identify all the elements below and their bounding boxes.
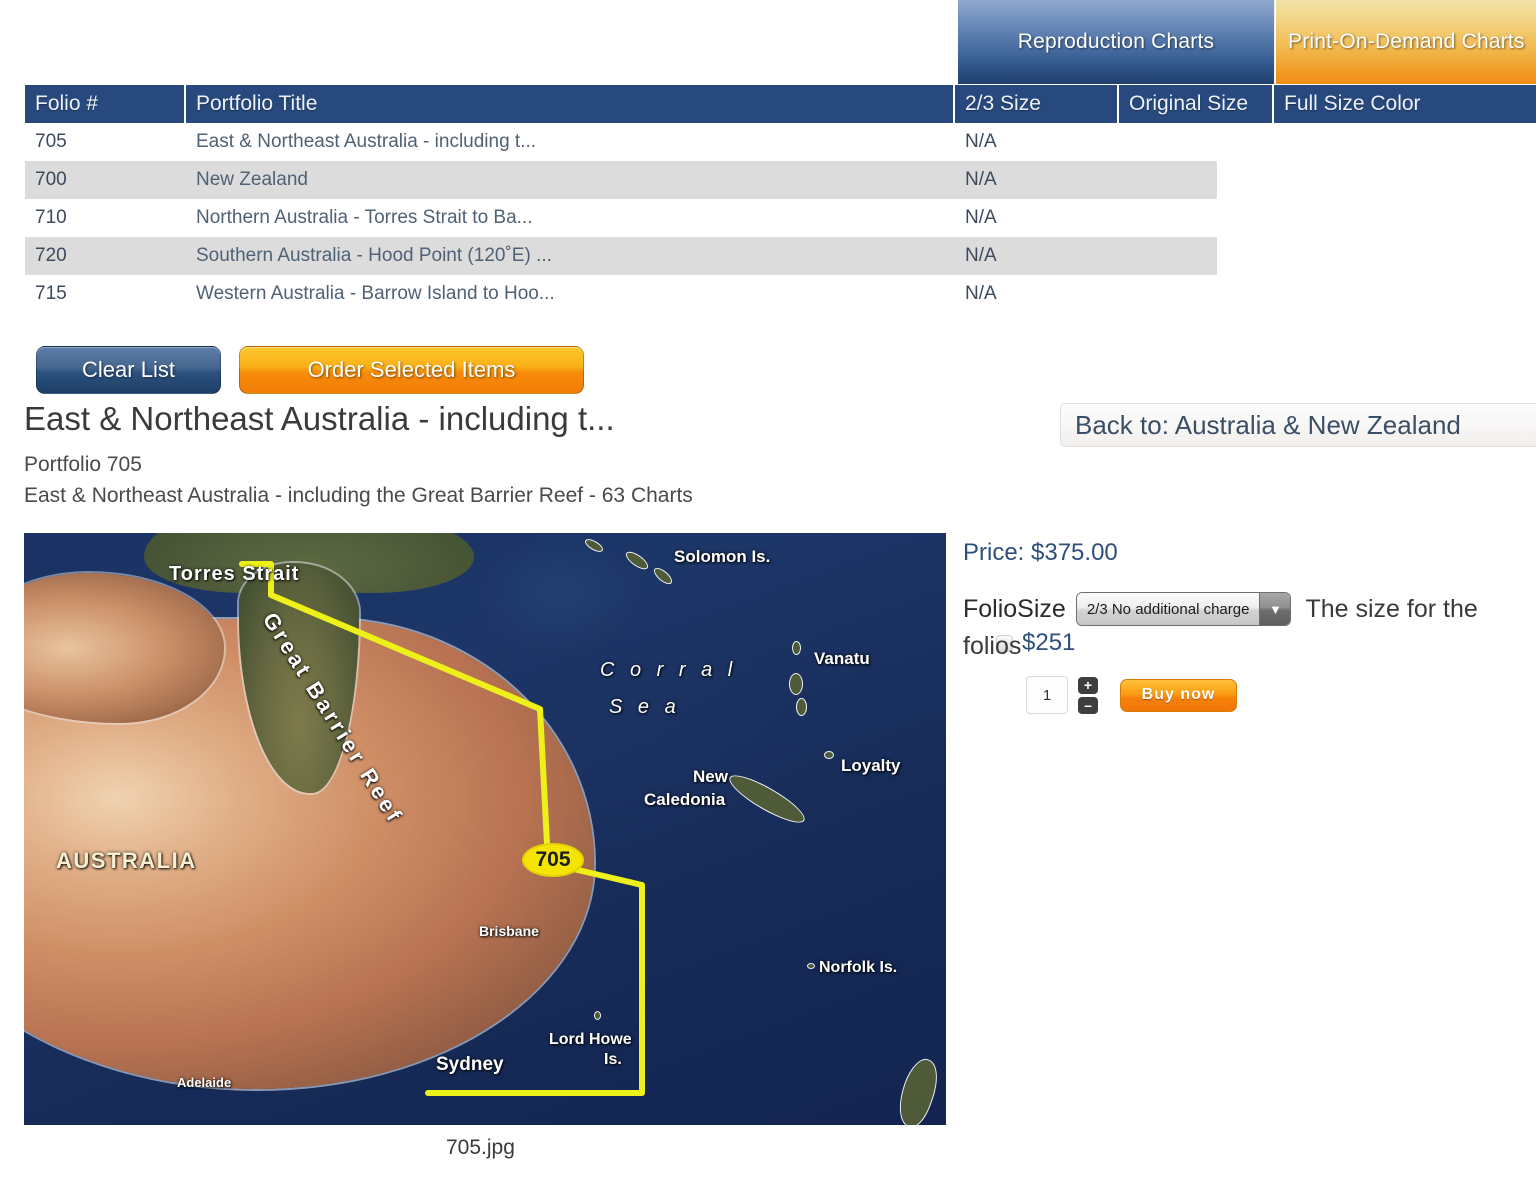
- column-header-portfolio-title: Portfolio Title: [186, 85, 955, 123]
- island-vanatu-2: [796, 698, 807, 716]
- price-original-size: $251: [1022, 629, 1076, 656]
- cell-portfolio-title[interactable]: Western Australia - Barrow Island to Hoo…: [186, 275, 955, 313]
- cell-full-size-color: N/A: [955, 275, 1217, 313]
- map-folio-badge: 705: [522, 843, 584, 877]
- table-body: 705 East & Northeast Australia - includi…: [25, 123, 1536, 662]
- foliosize-hint-line2: folios: [963, 632, 1022, 660]
- cell-folio: 720: [25, 237, 186, 275]
- coverage-boundary: [239, 561, 645, 1096]
- island-norfolk: [807, 963, 815, 969]
- portfolio-table: Folio # Portfolio Title 2/3 Size Origina…: [25, 85, 1536, 662]
- list-actions: Clear List Order Selected Items: [36, 346, 584, 394]
- cell-portfolio-title[interactable]: New Zealand: [186, 161, 955, 199]
- cell-full-size-color: N/A: [955, 237, 1217, 275]
- map-background: Torres Strait Great Barrier Reef Solomon…: [24, 533, 946, 1125]
- foliosize-hint: The size for the: [1305, 594, 1478, 623]
- quantity-stepper: + –: [1078, 676, 1098, 714]
- purchase-row: + – Buy now: [1026, 676, 1237, 714]
- island-vanatu-3: [792, 641, 801, 655]
- cell-portfolio-title[interactable]: Southern Australia - Hood Point (120˚E) …: [186, 237, 955, 275]
- tab-reproduction-charts[interactable]: Reproduction Charts: [958, 0, 1275, 84]
- portfolio-number: Portfolio 705: [24, 453, 142, 476]
- foliosize-label: FolioSize: [963, 594, 1066, 623]
- buy-now-button[interactable]: Buy now: [1120, 678, 1237, 712]
- back-to-category-button[interactable]: Back to: Australia & New Zealand: [1060, 403, 1536, 447]
- foliosize-select-value: 2/3 No additional charge: [1076, 593, 1260, 625]
- column-header-full-size-color: Full Size Color: [1274, 85, 1536, 123]
- clear-list-button[interactable]: Clear List: [36, 346, 221, 394]
- page-title: East & Northeast Australia - including t…: [24, 400, 615, 437]
- order-selected-items-button[interactable]: Order Selected Items: [239, 346, 584, 394]
- tab-reproduction-charts-label: Reproduction Charts: [1017, 30, 1215, 53]
- tab-print-on-demand-charts-label: Print-On-Demand Charts: [1288, 30, 1525, 53]
- table-row[interactable]: 700 New Zealand $244 $367 N/A: [25, 161, 1536, 662]
- column-header-folio: Folio #: [25, 85, 186, 123]
- foliosize-select[interactable]: 2/3 No additional charge ▼: [1075, 592, 1292, 626]
- table-header-row: Folio # Portfolio Title 2/3 Size Origina…: [25, 85, 1536, 123]
- column-header-original-size: Original Size: [1119, 85, 1274, 123]
- quantity-increment-button[interactable]: +: [1078, 676, 1098, 694]
- cell-folio: 705: [25, 123, 186, 161]
- buy-now-label: Buy now: [1141, 686, 1216, 703]
- checkbox-original-size[interactable]: [996, 634, 1013, 652]
- cell-folio: 700: [25, 161, 186, 199]
- column-header-two-thirds-size: 2/3 Size: [955, 85, 1119, 123]
- island-loyalty: [824, 751, 834, 759]
- foliosize-row: FolioSize 2/3 No additional charge ▼ The…: [963, 592, 1478, 626]
- table-row[interactable]: 715 Western Australia - Barrow Island to…: [25, 275, 1536, 662]
- map-image-caption: 705.jpg: [446, 1136, 515, 1159]
- island-lord-howe: [594, 1011, 601, 1020]
- table-row[interactable]: 710 Northern Australia - Torres Strait t…: [25, 199, 1536, 662]
- table-row[interactable]: 720 Southern Australia - Hood Point (120…: [25, 237, 1536, 662]
- cell-full-size-color: N/A: [955, 199, 1217, 237]
- cell-folio: 715: [25, 275, 186, 313]
- back-to-category-label: Back to: Australia & New Zealand: [1075, 409, 1461, 440]
- tab-print-on-demand-charts[interactable]: Print-On-Demand Charts: [1276, 0, 1536, 84]
- chevron-down-icon: ▼: [1259, 593, 1291, 625]
- portfolio-description: East & Northeast Australia - including t…: [24, 484, 693, 507]
- landmass-northwest: [24, 573, 224, 723]
- chart-type-tabs: Reproduction Charts Print-On-Demand Char…: [0, 0, 1536, 84]
- quantity-input[interactable]: [1026, 676, 1068, 714]
- table-row[interactable]: 705 East & Northeast Australia - includi…: [25, 123, 1536, 662]
- cell-full-size-color: N/A: [955, 123, 1217, 161]
- portfolio-coverage-map[interactable]: Torres Strait Great Barrier Reef Solomon…: [24, 533, 946, 1125]
- quantity-decrement-button[interactable]: –: [1078, 696, 1098, 714]
- cell-folio: 710: [25, 199, 186, 237]
- cell-full-size-color: N/A: [955, 161, 1217, 199]
- island-vanatu-1: [789, 673, 803, 695]
- cell-portfolio-title[interactable]: East & Northeast Australia - including t…: [186, 123, 955, 161]
- clear-list-label: Clear List: [82, 357, 175, 382]
- cell-portfolio-title[interactable]: Northern Australia - Torres Strait to Ba…: [186, 199, 955, 237]
- cell-original-size: $251: [988, 624, 1143, 662]
- product-price: Price: $375.00: [963, 539, 1118, 566]
- order-selected-items-label: Order Selected Items: [307, 357, 516, 382]
